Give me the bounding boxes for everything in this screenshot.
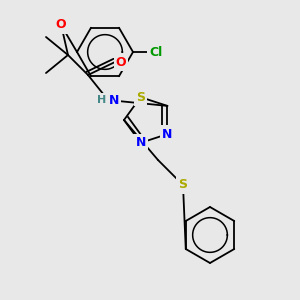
- Text: N: N: [109, 94, 119, 106]
- Text: N: N: [162, 128, 172, 141]
- Text: N: N: [135, 136, 146, 149]
- Text: O: O: [56, 19, 66, 32]
- Text: Cl: Cl: [149, 46, 163, 59]
- Text: H: H: [98, 95, 106, 105]
- Text: S: S: [178, 178, 188, 191]
- Text: O: O: [116, 56, 126, 68]
- Text: S: S: [136, 91, 145, 104]
